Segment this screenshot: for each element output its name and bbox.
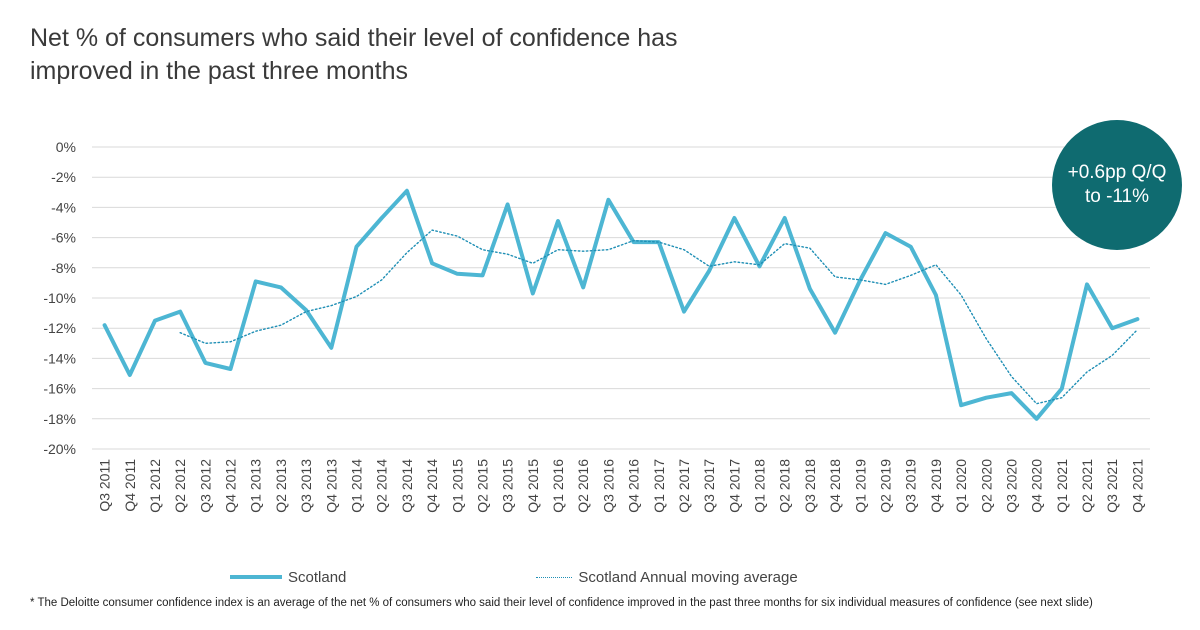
x-tick-label: Q1 2018: [752, 459, 768, 513]
x-tick-label: Q2 2018: [777, 459, 793, 513]
x-tick-label: Q2 2015: [474, 459, 490, 513]
callout-line-2: to -11%: [1084, 186, 1150, 207]
y-tick-label: -18%: [43, 411, 76, 427]
x-tick-label: Q2 2013: [273, 459, 289, 513]
x-tick-label: Q1 2014: [349, 459, 365, 513]
x-tick-label: Q4 2015: [525, 459, 541, 513]
x-tick-label: Q4 2016: [626, 459, 642, 513]
y-tick-label: -8%: [51, 260, 76, 276]
series-line-moving-average: [179, 229, 1139, 405]
legend-dotted-line-swatch: [536, 576, 573, 578]
x-tick-label: Q1 2017: [651, 459, 667, 513]
x-tick-label: Q3 2017: [701, 459, 717, 513]
x-tick-label: Q4 2011: [122, 459, 138, 512]
x-tick-label: Q1 2012: [147, 459, 163, 513]
x-tick-label: Q2 2014: [374, 459, 390, 513]
y-tick-label: -4%: [51, 199, 76, 215]
x-tick-label: Q2 2016: [575, 459, 591, 513]
x-tick-label: Q1 2019: [852, 459, 868, 513]
y-tick-label: -2%: [51, 169, 76, 185]
y-tick-label: -10%: [43, 290, 76, 306]
x-tick-label: Q2 2020: [978, 459, 994, 513]
x-tick-label: Q2 2021: [1079, 459, 1095, 513]
y-tick-label: -14%: [43, 350, 76, 366]
y-tick-label: -16%: [43, 381, 76, 397]
legend-item-scotland: Scotland: [230, 569, 346, 586]
chart-title-line-2: improved in the past three months: [30, 57, 408, 85]
x-tick-label: Q2 2017: [676, 459, 692, 513]
y-tick-label: -20%: [43, 441, 76, 457]
x-tick-label: Q1 2013: [248, 459, 264, 513]
x-tick-label: Q3 2018: [802, 459, 818, 513]
x-tick-label: Q1 2020: [953, 459, 969, 513]
legend-item-moving-average: Scotland Annual moving average: [536, 568, 798, 586]
change-callout-badge: +0.6pp Q/Q to -11%: [1052, 120, 1182, 250]
chart-legend: Scotland Scotland Annual moving average: [230, 566, 988, 588]
x-tick-label: Q2 2012: [172, 459, 188, 513]
x-tick-label: Q3 2012: [197, 459, 213, 513]
y-tick-label: 0%: [56, 139, 76, 155]
legend-solid-line-swatch: [230, 575, 282, 579]
series-line-scotland: [102, 188, 1140, 421]
x-tick-label: Q4 2020: [1029, 459, 1045, 513]
chart-title-line-1: Net % of consumers who said their level …: [30, 24, 678, 52]
x-tick-label: Q1 2015: [449, 459, 465, 513]
callout-line-1: +0.6pp Q/Q: [1067, 162, 1167, 183]
x-tick-label: Q3 2019: [903, 459, 919, 513]
x-tick-label: Q3 2020: [1003, 459, 1019, 513]
x-tick-label: Q3 2011: [97, 459, 113, 512]
x-tick-label: Q3 2014: [399, 459, 415, 513]
x-tick-label: Q3 2021: [1104, 459, 1120, 513]
y-tick-label: -12%: [43, 320, 76, 336]
x-tick-label: Q4 2017: [726, 459, 742, 513]
x-tick-label: Q2 2019: [878, 459, 894, 513]
legend-label-scotland: Scotland: [288, 568, 347, 586]
x-tick-label: Q4 2012: [223, 459, 239, 513]
x-tick-label: Q4 2018: [827, 459, 843, 513]
chart-title: Net % of consumers who said their level …: [30, 22, 750, 88]
x-tick-label: Q1 2021: [1054, 459, 1070, 513]
x-tick-label: Q3 2015: [500, 459, 516, 513]
x-tick-label: Q3 2016: [600, 459, 616, 513]
y-tick-label: -6%: [51, 230, 76, 246]
x-tick-label: Q4 2014: [424, 459, 440, 513]
x-tick-label: Q1 2016: [550, 459, 566, 513]
legend-label-moving-average: Scotland Annual moving average: [578, 568, 798, 586]
x-tick-label: Q4 2019: [928, 459, 944, 513]
x-tick-label: Q4 2013: [323, 459, 339, 513]
x-tick-label: Q4 2021: [1129, 459, 1145, 513]
footnote: * The Deloitte consumer confidence index…: [30, 597, 1093, 609]
x-tick-label: Q3 2013: [298, 459, 314, 513]
